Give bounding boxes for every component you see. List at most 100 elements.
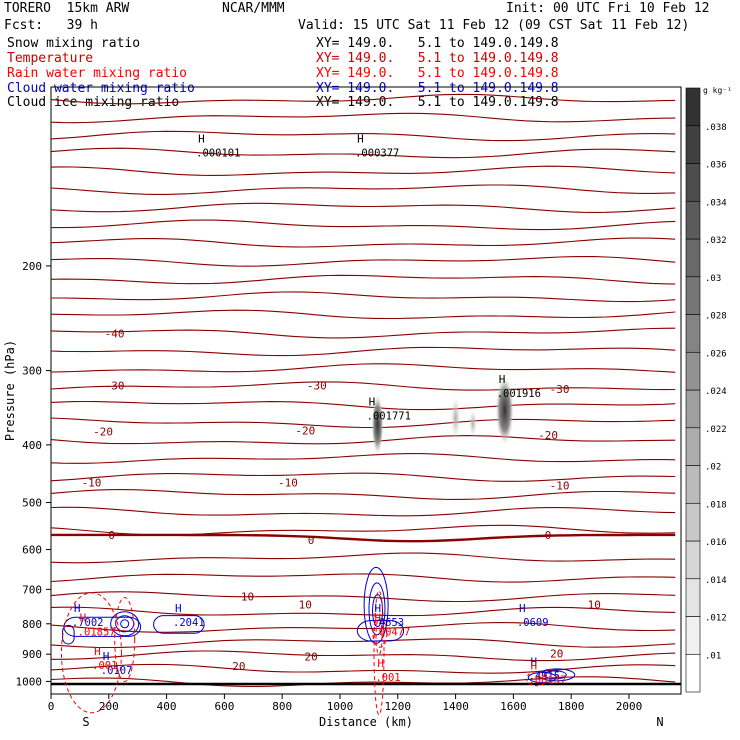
isotherm-label: -30 (307, 380, 327, 393)
colorbar-bin (685, 200, 701, 240)
colorbar-unit-label: g kg⁻¹ (703, 86, 732, 95)
plot-frame (50, 86, 682, 695)
isotherm-label: 0 (545, 529, 552, 542)
isotherm-line (50, 638, 676, 649)
isotherm-label: -10 (550, 479, 570, 492)
rain-water-contour (60, 592, 122, 714)
colorbar-bin (685, 578, 701, 617)
isotherm-line (51, 650, 676, 662)
isotherm-line (50, 93, 676, 105)
cloud-water-contour (153, 615, 205, 634)
colorbar: .01 .012 .014 .016 .018 .02 .022 .024 .026 .028 .0… (685, 86, 732, 693)
isotherm-label: 20 (304, 650, 317, 663)
isotherm-line (51, 291, 676, 303)
isotherm-label: -30 (105, 380, 125, 393)
y-tick-label: 700 (22, 583, 42, 596)
colorbar-tick-label: .016 (705, 538, 727, 548)
isotherm-label: 0 (308, 534, 315, 547)
isotherm-line (50, 573, 676, 583)
colorbar-tick-label: .024 (705, 387, 727, 397)
colorbar-tick-label: .018 (705, 500, 727, 510)
snow-shading (468, 409, 477, 438)
isotherm-label: -20 (538, 429, 558, 442)
maximum-marker: H (519, 602, 526, 615)
field-xy-snow: XY= 149.0. 5.1 to 149.0.149.8 (316, 36, 559, 51)
colorbar-tick-label: .03 (705, 274, 721, 284)
isotherm-line (50, 552, 676, 564)
maximum-value-label: .000377 (355, 148, 399, 160)
isotherm-label: 10 (299, 598, 312, 611)
y-tick-label: 200 (22, 260, 42, 273)
x-tick-label: 2000 (616, 700, 643, 713)
isotherm-line (50, 147, 676, 159)
colorbar-tick-label: .022 (705, 425, 727, 435)
cloud-water-contour (120, 619, 130, 629)
isotherm-line (50, 309, 676, 320)
field-xy-rain: XY= 149.0. 5.1 to 149.0.149.8 (316, 66, 559, 81)
colorbar-bin (685, 427, 701, 466)
maximum-marker: H (357, 133, 364, 146)
isotherm-line (50, 130, 676, 142)
isotherm-line (50, 202, 676, 213)
y-axis-title: Pressure (hPa) (3, 340, 17, 441)
colorbar-bin (685, 616, 701, 655)
isotherm-label: -20 (295, 424, 315, 437)
maximum-marker: H (103, 650, 110, 663)
colorbar-bin (685, 540, 701, 580)
isotherm-line (50, 606, 676, 617)
y-tick-label: 500 (22, 496, 42, 509)
isotherm-line (50, 453, 676, 464)
maximum-value-label: .000101 (196, 148, 240, 160)
colorbar-tick-label: .032 (705, 236, 727, 246)
valid-time: Valid: 15 UTC Sat 11 Feb 12 (09 CST Sat … (298, 18, 690, 33)
x-tick-label: 800 (272, 700, 292, 713)
cloud-water-contour (368, 582, 386, 636)
isotherm-line (50, 472, 676, 482)
maximum-marker: H (374, 602, 381, 615)
y-tick-label: 1000 (16, 675, 43, 688)
colorbar-bin (685, 163, 701, 202)
cloud-water-contour (527, 672, 557, 684)
maximum-value-label: .4653 (372, 617, 404, 629)
y-tick-label: 600 (22, 544, 42, 557)
maximum-marker: H (74, 602, 81, 615)
isotherm-label: 0 (108, 529, 115, 542)
isotherm-line (50, 237, 676, 248)
init-time: Init: 00 UTC Fri 10 Feb 12 (506, 1, 710, 16)
maximum-value-label: .001916 (497, 388, 541, 400)
maximum-marker: H (198, 133, 205, 146)
isotherm-label: -30 (550, 383, 570, 396)
field-name-snow: Snow mixing ratio (7, 36, 141, 51)
colorbar-bin (685, 238, 701, 278)
cloud-water-contour (115, 615, 135, 633)
isotherm-line (50, 417, 676, 429)
colorbar-bin (685, 276, 701, 315)
isotherm-line (50, 591, 676, 603)
x-tick-label: 200 (99, 700, 119, 713)
snow-shading (450, 395, 461, 440)
isotherm-label: -20 (93, 426, 113, 439)
maximum-marker: H (499, 373, 506, 386)
isotherm-line (51, 219, 676, 231)
org-label: NCAR/MMM (222, 1, 285, 16)
maximum-marker: H (94, 645, 101, 658)
isotherm-label: 10 (588, 598, 601, 611)
isotherm-line (50, 112, 676, 124)
maximum-marker: H (531, 659, 538, 672)
x-tick-label: 1600 (500, 700, 527, 713)
rain-water-contour (373, 590, 385, 716)
colorbar-bin (685, 351, 701, 391)
isotherm-line (50, 327, 676, 339)
colorbar-tick-label: .026 (705, 349, 727, 359)
colorbar-tick-label: .034 (705, 198, 727, 208)
isotherm-line (50, 274, 676, 285)
isotherm-line (50, 363, 676, 373)
x-tick-label: 1000 (327, 700, 354, 713)
colorbar-tick-label: .02 (705, 463, 721, 473)
cloud-water-contour (110, 611, 140, 637)
rain-water-contour (375, 617, 383, 655)
maximum-value-label: .001 (375, 672, 400, 684)
field-name-cloud-water: Cloud water mixing ratio (7, 81, 195, 96)
forecast-hour: Fcst: 39 h (4, 18, 98, 33)
